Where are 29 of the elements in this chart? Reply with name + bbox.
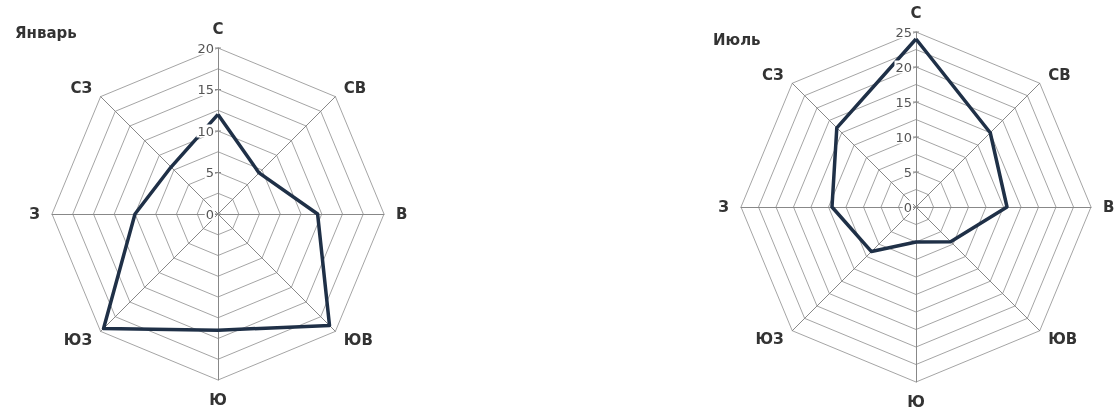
spoke-label: ЮВ [1048,330,1078,349]
y-tick-label: 15 [197,82,214,97]
spoke-label: Ю [907,392,925,411]
y-tick-label: 10 [197,123,214,139]
y-tick-label: 10 [895,129,912,145]
spoke-label: С [212,19,224,38]
y-tick-label: 20 [895,59,912,75]
spoke-label: СВ [343,79,367,98]
y-tick-label: 20 [197,40,214,56]
spoke-label: ЮЗ [63,330,93,349]
spoke-label: З [29,205,40,223]
y-tick-label: 5 [903,164,912,180]
y-tick-label: 0 [205,206,214,222]
chart-title: Январь [15,23,77,42]
y-tick-label: 5 [205,165,214,180]
spoke-label: З [718,198,729,216]
text: Июль [713,30,761,49]
spoke-label: СЗ [70,79,93,98]
spoke-label: ЮЗ [755,330,784,349]
y-tick-label: 0 [903,199,912,215]
spoke-label: С [910,3,922,22]
spoke-label: В [396,205,408,223]
y-tick-label: 15 [895,94,912,110]
spoke-label: В [1103,198,1115,216]
y-tick-label: 25 [895,24,912,40]
spoke-label: ЮВ [343,330,373,349]
spoke-label: СЗ [762,65,784,84]
spoke-label: Ю [209,390,227,409]
spoke-label: СВ [1048,65,1071,84]
